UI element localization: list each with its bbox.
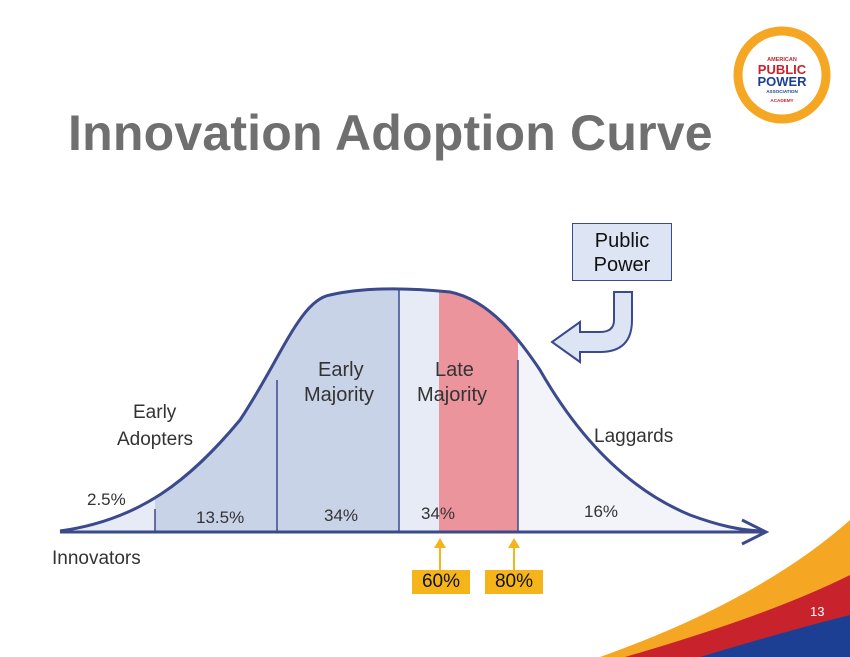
svg-text:PUBLIC: PUBLIC xyxy=(758,62,807,77)
label-early-adopters-1: Early xyxy=(133,402,177,423)
appa-academy-logo: AMERICAN PUBLIC POWER ASSOCIATION ACADEM… xyxy=(733,26,831,124)
marker-label-80: 80% xyxy=(485,570,543,594)
label-early-majority-1: Early xyxy=(318,359,364,381)
bell-curve-line xyxy=(59,287,761,533)
svg-text:ACADEMY: ACADEMY xyxy=(770,98,793,103)
label-early-adopters-2: Adopters xyxy=(117,429,193,450)
label-innovators: Innovators xyxy=(52,548,141,569)
slide-number: 13 xyxy=(810,604,825,619)
percent-early-adopters: 13.5% xyxy=(196,508,244,527)
fill-early-majority xyxy=(277,288,399,531)
fill-late-majority-red xyxy=(439,288,518,531)
percent-innovators: 2.5% xyxy=(87,490,126,509)
fill-late-majority-light xyxy=(399,288,439,531)
label-laggards: Laggards xyxy=(594,426,673,447)
label-early-majority-2: Majority xyxy=(304,384,374,406)
label-late-majority-2: Majority xyxy=(417,384,487,406)
marker-arrowhead-60 xyxy=(434,538,446,548)
svg-text:AMERICAN: AMERICAN xyxy=(767,57,797,63)
callout-line-2: Power xyxy=(593,254,651,276)
public-power-callout: Public Power xyxy=(572,223,672,281)
marker-arrowhead-80 xyxy=(508,538,520,548)
fill-laggards xyxy=(518,288,760,531)
callout-line-1: Public xyxy=(594,230,650,252)
slide-title: Innovation Adoption Curve xyxy=(68,105,713,161)
x-axis-arrowhead xyxy=(741,518,770,546)
svg-text:ASSOCIATION: ASSOCIATION xyxy=(766,89,798,94)
percent-late-majority: 34% xyxy=(421,504,455,523)
percent-early-majority: 34% xyxy=(324,506,358,525)
percent-laggards: 16% xyxy=(584,502,618,521)
marker-label-60: 60% xyxy=(412,570,470,594)
label-late-majority-1: Late xyxy=(435,359,474,381)
callout-arrow xyxy=(550,291,633,364)
svg-text:POWER: POWER xyxy=(757,74,807,89)
